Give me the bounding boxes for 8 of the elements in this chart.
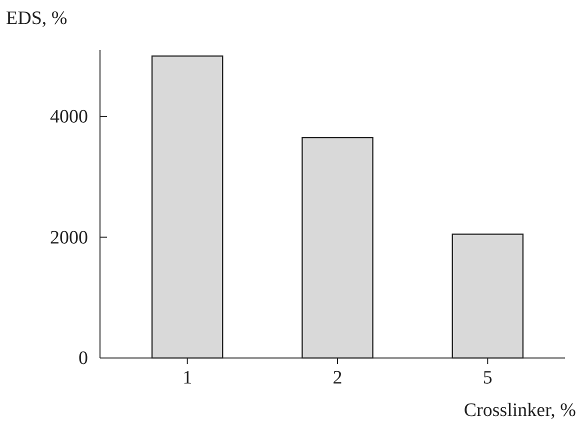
y-tick-label: 2000	[50, 227, 88, 248]
x-tick-label: 5	[482, 367, 492, 388]
x-tick-label: 1	[182, 367, 192, 388]
x-axis-title: Crosslinker, %	[464, 400, 576, 421]
y-tick-label: 0	[78, 348, 88, 370]
y-axis-title: EDS, %	[6, 8, 68, 29]
x-tick-label: 2	[332, 367, 342, 388]
y-tick-label: 4000	[50, 106, 88, 128]
